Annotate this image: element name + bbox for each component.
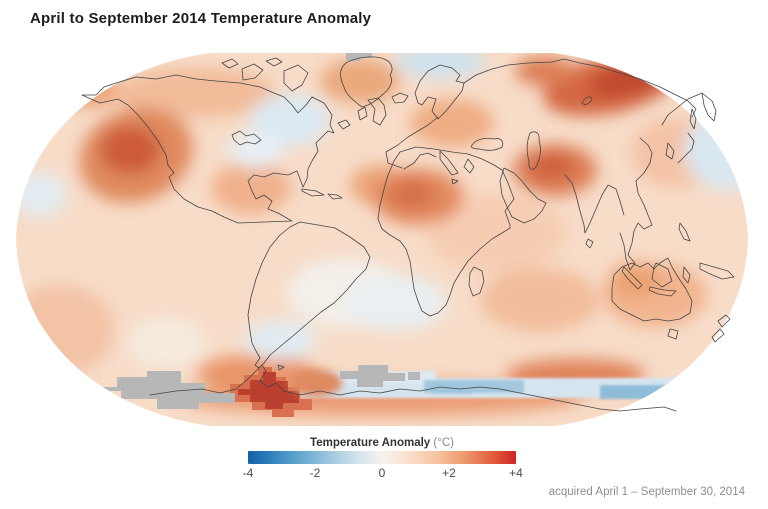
coast-italy bbox=[439, 150, 459, 176]
coast-north-america bbox=[81, 74, 335, 224]
legend-ticks: -4 -2 0 +2 +4 bbox=[243, 466, 523, 480]
coast-sakhalin bbox=[689, 108, 697, 130]
coast-china-seasia bbox=[619, 137, 653, 271]
world-map bbox=[16, 53, 748, 426]
coast-new-zealand bbox=[711, 314, 731, 343]
map-container bbox=[16, 53, 748, 426]
coast-iceland bbox=[391, 92, 409, 104]
coast-hispaniola bbox=[327, 193, 343, 200]
coast-sri-lanka bbox=[585, 238, 594, 249]
coast-africa bbox=[377, 146, 515, 317]
coast-india bbox=[564, 174, 625, 234]
coast-indonesia bbox=[621, 262, 691, 297]
antarctic-warm-patch bbox=[216, 367, 342, 417]
legend-title: Temperature Anomaly (°C) bbox=[248, 437, 516, 449]
coast-south-america bbox=[247, 221, 371, 369]
coast-novaya-zemlya bbox=[581, 96, 593, 105]
coast-greece bbox=[463, 158, 475, 174]
coast-falklands bbox=[277, 364, 285, 371]
legend-tick: +4 bbox=[509, 466, 523, 480]
coast-mediterranean bbox=[403, 152, 437, 170]
anomaly-warm-cool-field bbox=[16, 53, 748, 416]
coast-japan bbox=[677, 132, 695, 164]
coast-arabia bbox=[499, 167, 547, 224]
coast-tasmania bbox=[667, 328, 679, 340]
coast-greenland bbox=[340, 56, 393, 108]
coast-kamchatka-okhotsk bbox=[661, 92, 717, 126]
coast-korea bbox=[665, 142, 675, 160]
legend-tick: -2 bbox=[309, 466, 321, 480]
legend-colorbar bbox=[248, 451, 516, 464]
legend-title-text: Temperature Anomaly bbox=[310, 437, 431, 449]
legend-units: (°C) bbox=[433, 437, 454, 449]
page-title: April to September 2014 Temperature Anom… bbox=[30, 10, 372, 27]
coast-black-sea bbox=[471, 137, 504, 151]
legend-tick: +2 bbox=[442, 466, 456, 480]
coast-newfoundland bbox=[337, 119, 351, 130]
coastlines bbox=[81, 56, 735, 412]
coast-madagascar bbox=[468, 266, 485, 297]
coast-australia bbox=[611, 257, 693, 322]
coast-great-lakes bbox=[231, 130, 262, 146]
coast-iberia-france bbox=[385, 116, 439, 169]
coast-arctic-islands bbox=[221, 57, 309, 92]
coast-uk bbox=[367, 97, 387, 126]
legend-tick: -4 bbox=[242, 466, 254, 480]
coast-philippines bbox=[678, 222, 691, 242]
legend-tick: 0 bbox=[378, 466, 386, 480]
coast-caspian-sea bbox=[526, 131, 541, 170]
coast-sicily bbox=[451, 178, 459, 185]
coast-antarctica bbox=[149, 364, 677, 412]
coast-new-guinea bbox=[699, 262, 735, 280]
coast-russia-arctic bbox=[463, 58, 697, 118]
acquisition-caption: acquired April 1 – September 30, 2014 bbox=[548, 486, 745, 498]
coast-ireland bbox=[357, 106, 368, 121]
coast-scandinavia bbox=[414, 64, 465, 120]
coast-cuba bbox=[301, 188, 325, 197]
